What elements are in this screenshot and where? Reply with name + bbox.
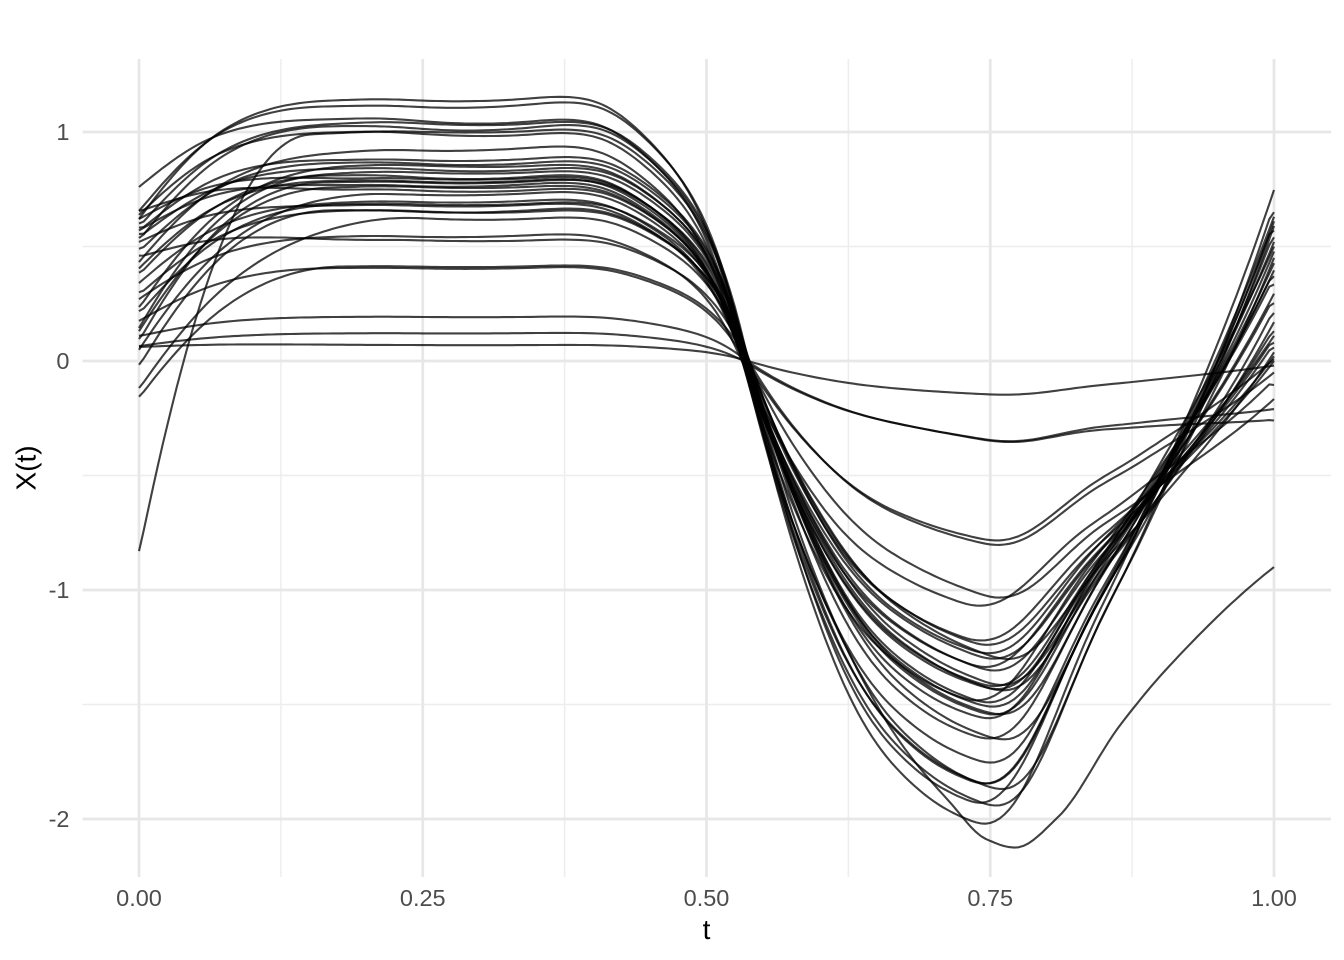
svg-text:0.50: 0.50: [684, 885, 730, 911]
svg-text:1.00: 1.00: [1251, 885, 1297, 911]
svg-text:-2: -2: [49, 806, 70, 832]
svg-text:0.25: 0.25: [400, 885, 446, 911]
svg-text:1: 1: [56, 119, 69, 145]
svg-text:0: 0: [56, 348, 69, 374]
svg-text:t: t: [703, 914, 711, 945]
svg-text:0.00: 0.00: [116, 885, 162, 911]
svg-text:X(t): X(t): [11, 445, 42, 490]
svg-text:0.75: 0.75: [967, 885, 1013, 911]
svg-text:-1: -1: [49, 577, 70, 603]
